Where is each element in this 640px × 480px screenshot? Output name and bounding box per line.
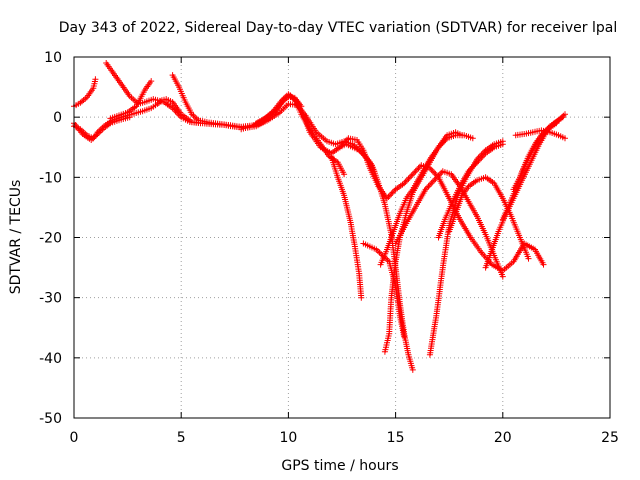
- plus-markers: [328, 153, 365, 301]
- x-tick-label: 10: [279, 430, 297, 446]
- plus-markers: [107, 78, 155, 122]
- series-arc-21: [512, 127, 568, 142]
- plus-markers: [512, 127, 568, 142]
- axis-ticks: 0 5 10 15 20 25 10 0 -10 -20 -30 -40 -50: [39, 50, 619, 446]
- x-axis-label: GPS time / hours: [281, 458, 398, 474]
- y-tick-label: -50: [39, 411, 62, 427]
- plus-markers: [71, 76, 99, 110]
- y-tick-label: -20: [39, 231, 62, 247]
- x-tick-label: 15: [387, 430, 405, 446]
- series-arc-01: [71, 76, 99, 110]
- series-arc-09: [328, 153, 365, 301]
- series-arc-13: [377, 132, 476, 268]
- x-tick-label: 0: [70, 430, 79, 446]
- x-tick-label: 20: [494, 430, 512, 446]
- y-tick-label: -10: [39, 170, 62, 186]
- series-arc-05: [107, 78, 155, 122]
- y-tick-label: 10: [44, 50, 62, 66]
- y-axis-label: SDTVAR / TECUs: [8, 180, 24, 295]
- plus-markers: [510, 111, 568, 193]
- data-series: [71, 60, 568, 373]
- plus-markers: [169, 72, 378, 175]
- y-tick-label: -40: [39, 351, 62, 367]
- y-tick-label: 0: [53, 110, 62, 126]
- series-arc-06: [169, 72, 378, 175]
- chart-title: Day 343 of 2022, Sidereal Day-to-day VTE…: [59, 20, 617, 36]
- grid: [74, 57, 610, 418]
- plus-markers: [103, 60, 204, 127]
- plus-markers: [377, 132, 476, 268]
- series-arc-04: [103, 60, 204, 127]
- plus-markers: [435, 141, 506, 241]
- series-arc-20: [510, 111, 568, 193]
- x-tick-label: 5: [177, 430, 186, 446]
- series-arc-16: [435, 141, 506, 241]
- x-tick-label: 25: [601, 430, 619, 446]
- y-tick-label: -30: [39, 291, 62, 307]
